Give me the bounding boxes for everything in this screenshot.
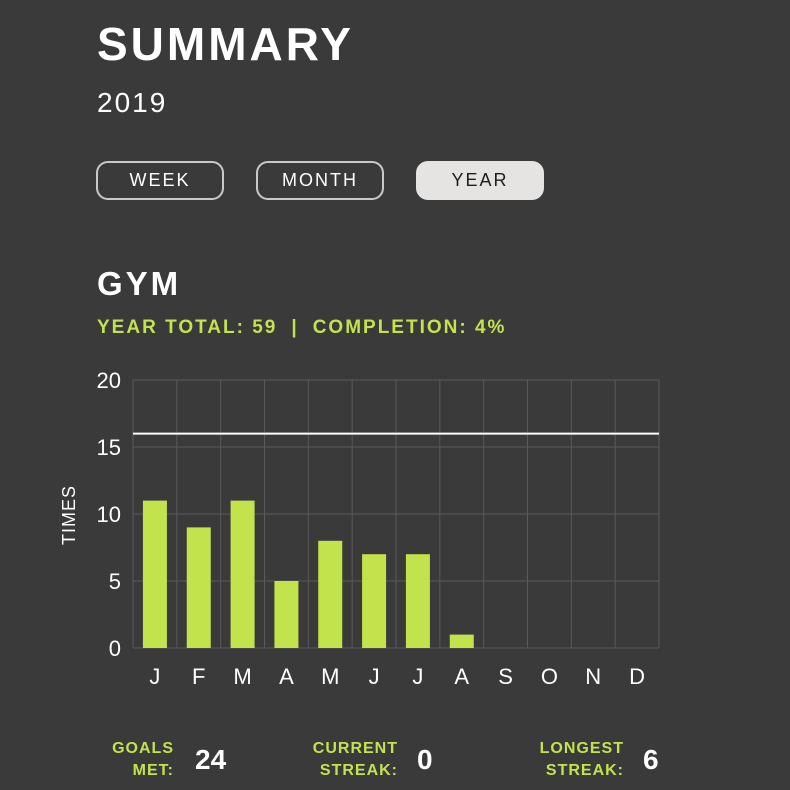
goals-met-label-line2: MET: [132, 762, 174, 779]
tab-year[interactable]: YEAR [416, 161, 544, 200]
current-streak-value: 0 [417, 744, 433, 775]
y-axis-label: TIMES [59, 485, 79, 545]
x-tick-label: A [279, 664, 294, 689]
y-tick-label: 10 [97, 502, 121, 527]
tab-week[interactable]: WEEK [96, 161, 224, 200]
goals-met-value: 24 [195, 744, 227, 775]
x-tick-label: M [233, 664, 251, 689]
page-title: SUMMARY [97, 18, 354, 70]
x-tick-label: J [412, 664, 423, 689]
longest-streak-label: LONGEST STREAK: [520, 738, 624, 782]
current-streak-label-line2: STREAK: [319, 762, 398, 779]
bar [274, 581, 299, 648]
monthly-bar-chart: 0 5 10 15 20 J F M A M J J A S O N D TIMES [59, 368, 660, 689]
y-tick-label: 5 [109, 569, 121, 594]
year-total: YEAR TOTAL: 59 [97, 317, 278, 338]
tab-month[interactable]: MONTH [256, 161, 384, 200]
bar [142, 500, 167, 648]
x-tick-label: D [629, 664, 645, 689]
completion-rate: COMPLETION: 4% [312, 317, 507, 338]
longest-streak-label-line1: LONGEST [539, 740, 624, 757]
x-tick-label: M [321, 664, 339, 689]
x-tick-label: F [192, 664, 205, 689]
longest-streak-value: 6 [643, 744, 659, 775]
current-streak-label: CURRENT STREAK: [296, 738, 398, 782]
x-tick-label: J [369, 664, 380, 689]
x-tick-label: O [541, 664, 558, 689]
bar [449, 634, 474, 648]
y-tick-label: 0 [109, 636, 121, 661]
habit-title: GYM [97, 265, 182, 302]
bar [318, 540, 343, 648]
x-tick-label: S [498, 664, 513, 689]
bar [186, 527, 211, 648]
bar [362, 554, 387, 648]
x-tick-label: A [454, 664, 469, 689]
x-tick-label: J [149, 664, 160, 689]
bar [230, 500, 255, 648]
habit-summary-line: YEAR TOTAL: 59 | COMPLETION: 4% [97, 316, 506, 340]
goals-met-label: GOALS MET: [100, 738, 174, 782]
goals-met-label-line1: GOALS [112, 740, 174, 757]
y-tick-label: 15 [97, 435, 121, 460]
x-tick-label: N [585, 664, 601, 689]
bar [405, 554, 430, 648]
current-streak-label-line1: CURRENT [312, 740, 398, 757]
y-tick-label: 20 [97, 368, 121, 393]
longest-streak-label-line2: STREAK: [545, 762, 624, 779]
summary-separator: | [291, 317, 299, 338]
year-label: 2019 [97, 87, 168, 118]
